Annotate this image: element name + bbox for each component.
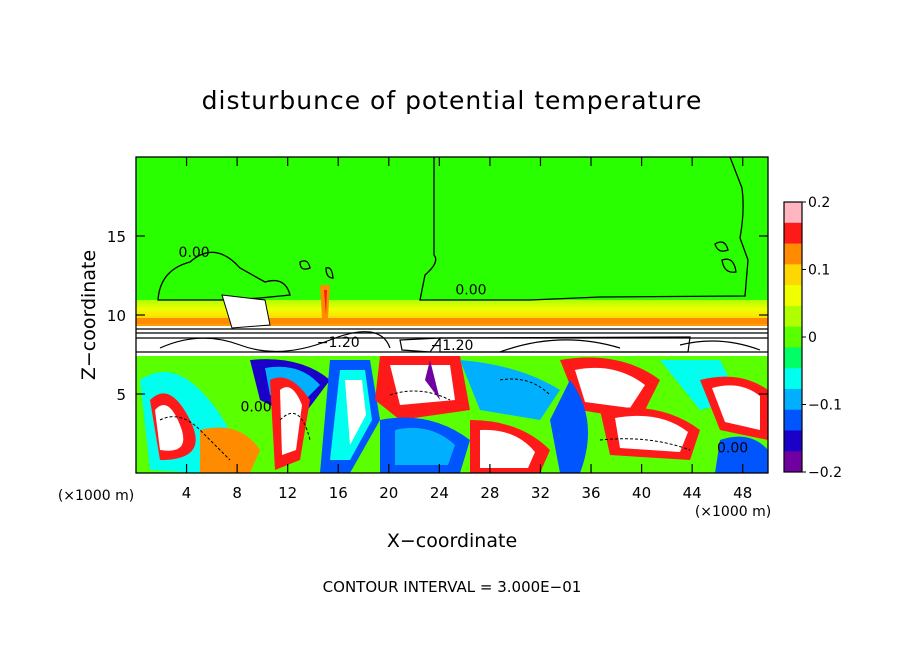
- contour-label: −1.20: [431, 338, 474, 354]
- x-tick-label: 28: [480, 484, 499, 502]
- lower-contours: [159, 378, 691, 461]
- colorbar-swatch: [784, 222, 802, 245]
- y-axis: 5 10 15: [107, 228, 768, 404]
- colorbar-swatch: [784, 305, 802, 328]
- x-tick-label: 4: [182, 484, 192, 502]
- x-unit-right: (×1000 m): [695, 504, 771, 520]
- colorbar-swatch: [784, 264, 802, 286]
- colorbar: 0.2 0.1 0 −0.1 −0.2: [783, 195, 842, 481]
- x-unit-left: (×1000 m): [58, 488, 134, 504]
- y-axis-title: Z−coordinate: [78, 250, 100, 380]
- plot-area: [136, 157, 768, 473]
- contour-label: 0.00: [455, 283, 486, 299]
- upper-contours: [157, 157, 749, 301]
- contour-label: 0.00: [240, 400, 271, 416]
- x-axis: 4 8 12 16 20 24 28 32 36 40 44 48: [182, 157, 752, 502]
- turbulent-structures: [140, 356, 768, 473]
- x-tick-label: 36: [581, 484, 600, 502]
- x-tick-label: 44: [683, 484, 702, 502]
- plume-patches: [221, 285, 330, 329]
- contour-label: −1.20: [317, 335, 360, 351]
- colorbar-tick-label: −0.2: [808, 465, 842, 481]
- colorbar-swatch: [784, 326, 802, 348]
- contour-label: 0.00: [717, 441, 748, 457]
- colorbar-tick-label: 0.1: [808, 263, 830, 279]
- colorbar-swatch: [784, 347, 802, 369]
- contour-interval-note: CONTOUR INTERVAL = 3.000E−01: [323, 578, 582, 596]
- warm-line: [136, 318, 768, 324]
- inversion-contours: [136, 328, 768, 353]
- x-tick-label: 16: [329, 484, 348, 502]
- chart-title: disturbunce of potential temperature: [201, 86, 703, 115]
- x-tick-label: 20: [379, 484, 398, 502]
- colorbar-swatch: [784, 285, 802, 307]
- y-tick-label: 15: [107, 228, 126, 246]
- y-tick-label: 10: [107, 307, 126, 325]
- x-tick-label: 40: [632, 484, 651, 502]
- colorbar-swatch: [784, 451, 802, 473]
- contour-label: 0.00: [179, 245, 210, 261]
- colorbar-swatch: [784, 409, 802, 431]
- x-tick-label: 48: [733, 484, 752, 502]
- x-axis-title: X−coordinate: [387, 530, 517, 552]
- colorbar-tick-label: −0.1: [808, 398, 842, 414]
- x-tick-label: 24: [430, 484, 449, 502]
- x-tick-label: 32: [531, 484, 550, 502]
- colorbar-tick-label: 0.2: [808, 195, 830, 211]
- y-tick-label: 5: [116, 386, 126, 404]
- x-tick-label: 12: [278, 484, 297, 502]
- colorbar-tick-label: 0: [808, 330, 817, 346]
- colorbar-swatch: [784, 388, 802, 411]
- contour-labels: 0.00 0.00 0.00 0.00 −1.20 −1.20: [179, 245, 749, 457]
- colorbar-swatch: [784, 202, 802, 224]
- colorbar-swatch: [784, 243, 802, 265]
- x-tick-label: 8: [232, 484, 242, 502]
- colorbar-swatch: [784, 368, 802, 390]
- colorbar-swatch: [784, 430, 802, 452]
- inversion-layer: [136, 326, 768, 356]
